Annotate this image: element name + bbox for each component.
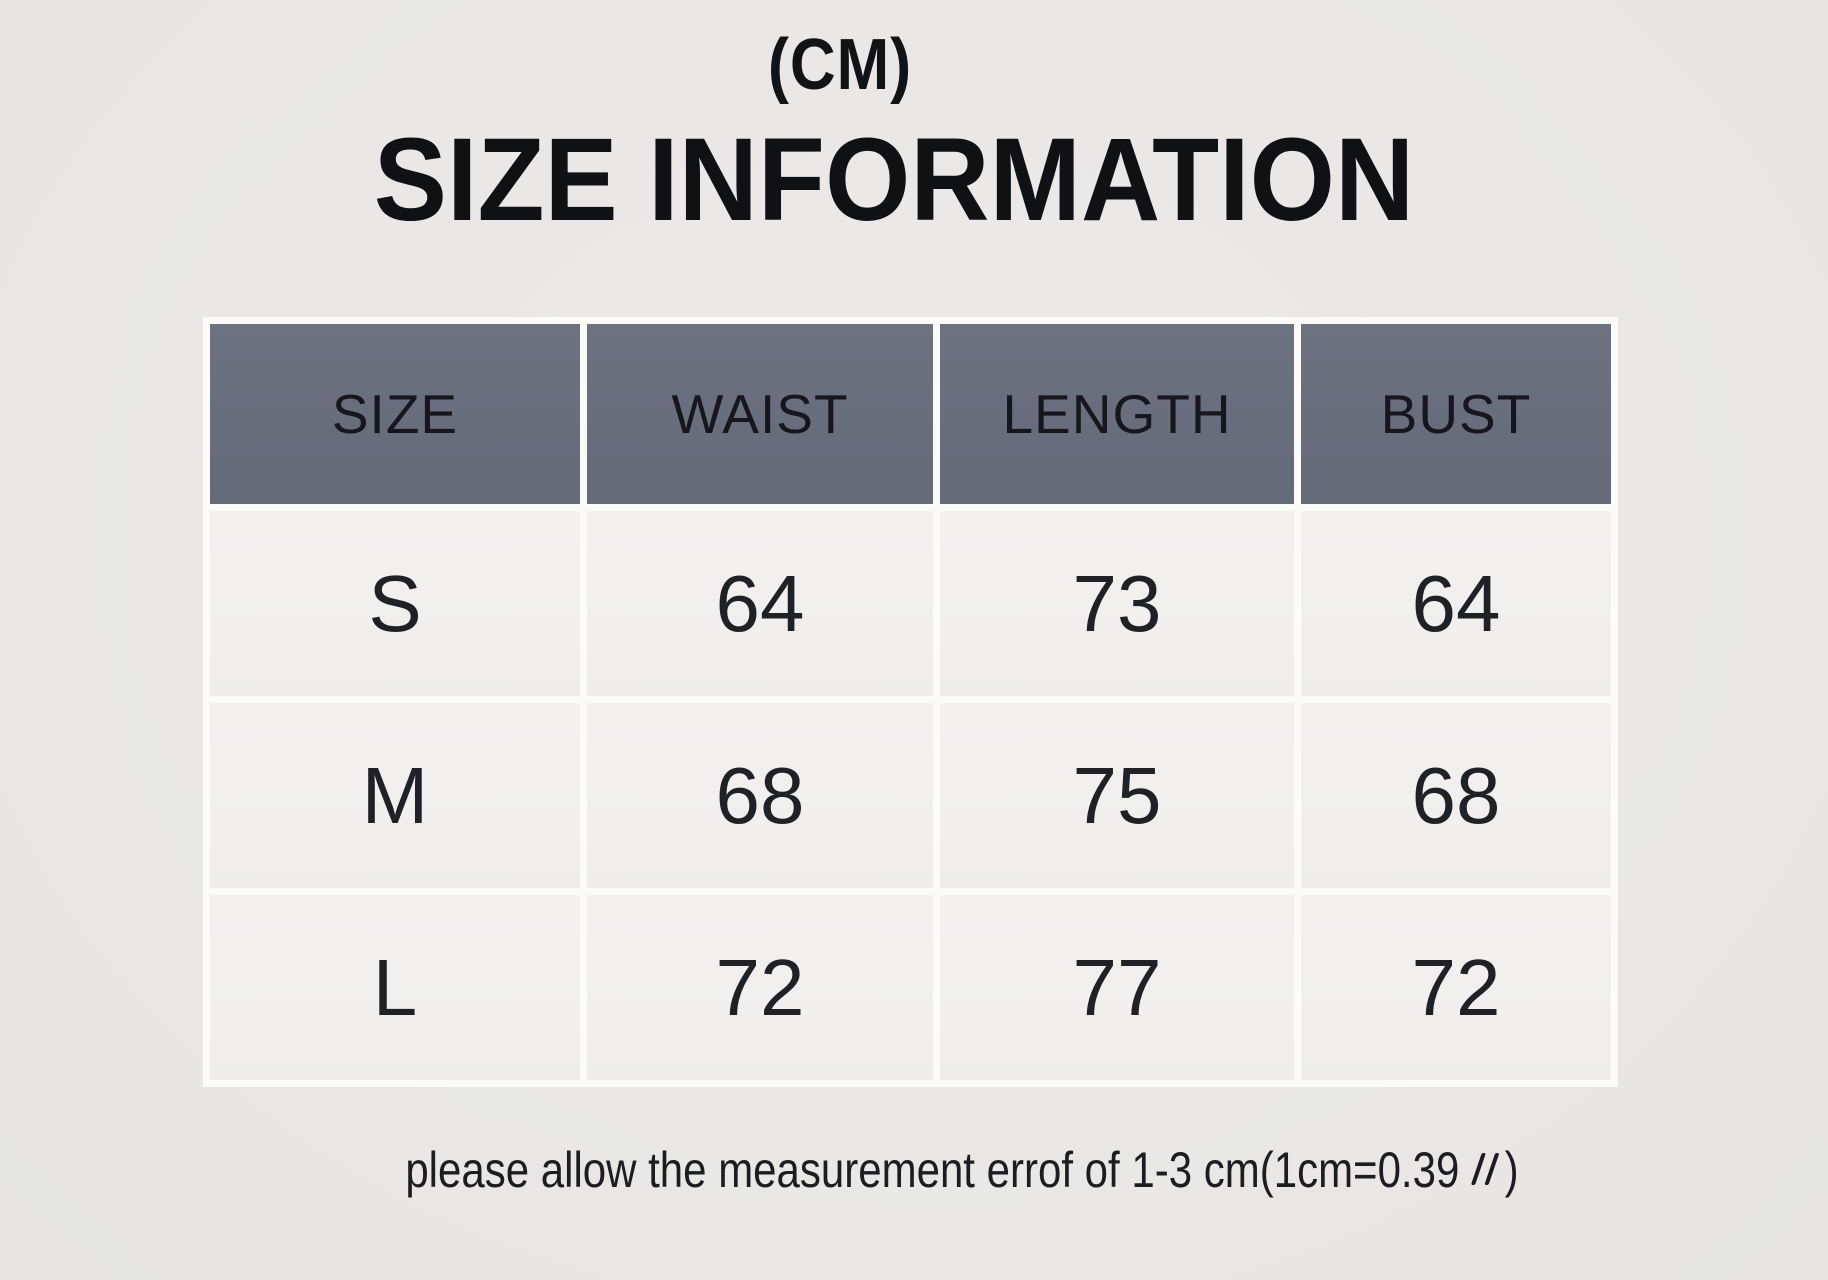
cell-s-waist: 64 [587, 511, 933, 696]
cell-l-size: L [210, 895, 580, 1080]
cell-l-bust: 72 [1301, 895, 1611, 1080]
measurement-note-text: please allow the measurement errof of 1-… [405, 1142, 1460, 1198]
header-row: SIZE WAIST LENGTH BUST [210, 324, 1611, 504]
table-row-m: M 68 75 68 [210, 703, 1611, 888]
unit-label: (CM) [767, 25, 913, 105]
column-header-bust: BUST [1301, 324, 1611, 504]
table-row-s: S 64 73 64 [210, 511, 1611, 696]
page-title: SIZE INFORMATION [373, 114, 1415, 246]
cell-l-length: 77 [940, 895, 1294, 1080]
column-header-waist: WAIST [587, 324, 933, 504]
table-row-l: L 72 77 72 [210, 895, 1611, 1080]
double-prime-inch-mark [1469, 1153, 1500, 1189]
column-header-length: LENGTH [940, 324, 1294, 504]
cell-s-bust: 64 [1301, 511, 1611, 696]
cell-s-size: S [210, 511, 580, 696]
measurement-note-close: ) [1504, 1142, 1519, 1198]
cell-s-length: 73 [940, 511, 1294, 696]
cell-m-size: M [210, 703, 580, 888]
measurement-note: please allow the measurement errof of 1-… [405, 1140, 1518, 1200]
cell-l-waist: 72 [587, 895, 933, 1080]
cell-m-bust: 68 [1301, 703, 1611, 888]
size-table: SIZE WAIST LENGTH BUST S 64 73 64 M 68 7… [203, 317, 1618, 1087]
column-header-size: SIZE [210, 324, 580, 504]
cell-m-waist: 68 [587, 703, 933, 888]
cell-m-length: 75 [940, 703, 1294, 888]
